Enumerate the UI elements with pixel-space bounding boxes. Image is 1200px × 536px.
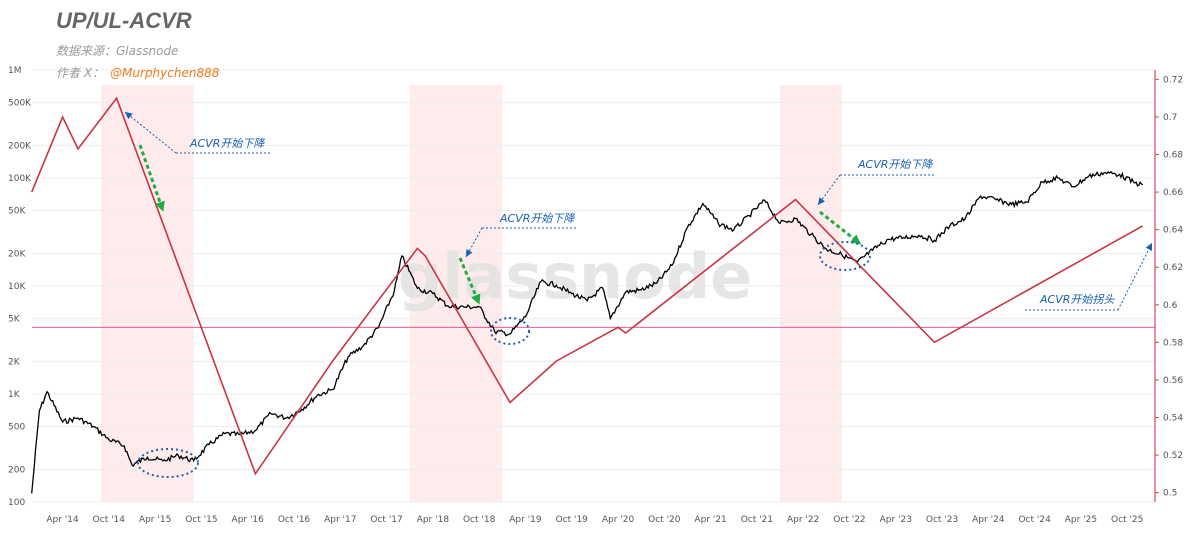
x-tick-label: Oct '15 bbox=[185, 515, 217, 525]
annotation-arrowhead-4 bbox=[1145, 243, 1152, 251]
y-right-tick-label: 0.64 bbox=[1163, 226, 1183, 236]
y-left-tick-label: 20K bbox=[8, 249, 26, 259]
y-left-tick-label: 10K bbox=[8, 282, 26, 292]
annotation-label-3: ACVR开始下降 bbox=[857, 158, 933, 171]
y-left-tick-label: 5K bbox=[8, 315, 21, 325]
x-tick-label: Apr '16 bbox=[232, 515, 265, 525]
annotation-arrow-1 bbox=[124, 111, 177, 154]
shaded-period-1 bbox=[101, 85, 194, 502]
x-tick-label: Oct '14 bbox=[93, 515, 126, 525]
highlight-ellipse-1 bbox=[137, 448, 199, 478]
shaded-periods bbox=[101, 85, 842, 502]
acvr-series-line bbox=[30, 96, 1144, 476]
y-right-tick-label: 0.52 bbox=[1163, 451, 1183, 461]
x-tick-label: Apr '20 bbox=[602, 515, 635, 525]
x-tick-label: Oct '24 bbox=[1018, 515, 1051, 525]
x-tick-label: Apr '25 bbox=[1065, 515, 1097, 525]
x-tick-label: Apr '14 bbox=[46, 515, 79, 525]
watermark: glassnode bbox=[398, 240, 752, 313]
y-left-tick-label: 1K bbox=[8, 390, 21, 400]
y-left-tick-label: 100K bbox=[8, 174, 32, 184]
x-tick-label: Apr '19 bbox=[509, 515, 542, 525]
y-left-tick-label: 2K bbox=[8, 357, 21, 367]
annotation-label-2: ACVR开始下降 bbox=[499, 212, 575, 225]
y-right-tick-label: 0.5 bbox=[1163, 489, 1177, 499]
shaded-period-2 bbox=[409, 85, 503, 502]
data-source-label: 数据来源：Glassnode bbox=[56, 44, 179, 58]
annotation-arrowhead-3 bbox=[818, 197, 825, 205]
x-tick-label: Apr '21 bbox=[694, 515, 726, 525]
y-left-tick-label: 200 bbox=[8, 465, 25, 475]
y-right-tick-label: 0.68 bbox=[1163, 151, 1183, 161]
highlight-ellipse-2 bbox=[490, 317, 530, 345]
y-right-tick-label: 0.54 bbox=[1163, 413, 1183, 423]
x-tick-label: Oct '22 bbox=[833, 515, 865, 525]
y-left-tick-label: 200K bbox=[8, 141, 32, 151]
x-tick-label: Apr '18 bbox=[417, 515, 450, 525]
annotation-label-1: ACVR开始下降 bbox=[189, 137, 265, 150]
green-down-arrow-3 bbox=[819, 210, 859, 244]
y-left-tick-label: 500K bbox=[8, 99, 32, 109]
y-left-tick-label: 50K bbox=[8, 207, 26, 217]
x-tick-label: Oct '16 bbox=[278, 515, 311, 525]
series bbox=[30, 96, 1144, 494]
annotation-arrowhead-1 bbox=[125, 112, 133, 120]
x-tick-label: Oct '20 bbox=[648, 515, 681, 525]
green-arrowhead-2 bbox=[471, 293, 481, 305]
author-prefix: 作者 X： bbox=[56, 66, 105, 80]
annotation-arrow-4 bbox=[1117, 242, 1153, 311]
author-label: 作者 X： @Murphychen888 bbox=[56, 64, 219, 81]
x-tick-label: Oct '19 bbox=[556, 515, 589, 525]
y-left-tick-label: 100 bbox=[8, 498, 25, 508]
y-right-tick-label: 0.6 bbox=[1163, 301, 1178, 311]
y-right-tick-label: 0.62 bbox=[1163, 263, 1183, 273]
x-tick-label: Apr '15 bbox=[139, 515, 171, 525]
chart-title: UP/UL-ACVR bbox=[56, 8, 192, 33]
x-tick-label: Apr '22 bbox=[787, 515, 819, 525]
y-right-tick-label: 0.7 bbox=[1163, 113, 1177, 123]
author-handle: @Murphychen888 bbox=[110, 66, 220, 80]
x-tick-label: Apr '17 bbox=[324, 515, 356, 525]
green-arrowhead-1 bbox=[155, 200, 165, 212]
annotation-arrowhead-2 bbox=[466, 249, 473, 257]
x-tick-label: Oct '17 bbox=[370, 515, 402, 525]
axes: 1M 500K 200K 100K 50K 20K 10K 5K 2K 1K 500 200 100 0.… bbox=[8, 66, 1183, 525]
price-series-line bbox=[31, 170, 1144, 494]
y-right-tick-label: 0.66 bbox=[1163, 188, 1183, 198]
y-right-tick-label: 0.72 bbox=[1163, 75, 1183, 85]
y-right-tick-label: 0.58 bbox=[1163, 338, 1183, 348]
annotations: ACVR开始下降 ACVR开始下降 ACVR开始下降 ACVR开始拐头 bbox=[124, 111, 1153, 478]
highlight-ellipse-3 bbox=[819, 241, 871, 271]
grid bbox=[32, 69, 1155, 503]
x-tick-label: Oct '21 bbox=[741, 515, 773, 525]
y-right-tick-label: 0.56 bbox=[1163, 376, 1183, 386]
x-tick-label: Oct '23 bbox=[926, 515, 958, 525]
x-tick-label: Oct '25 bbox=[1111, 515, 1143, 525]
green-down-arrow-2 bbox=[458, 257, 480, 302]
y-left-tick-label: 500 bbox=[8, 423, 25, 433]
x-tick-label: Apr '24 bbox=[972, 515, 1005, 525]
x-tick-label: Oct '18 bbox=[463, 515, 496, 525]
annotation-arrow-2 bbox=[465, 227, 483, 258]
annotation-label-4: ACVR开始拐头 bbox=[1039, 293, 1115, 306]
y-left-tick-label: 1M bbox=[8, 66, 22, 76]
shaded-period-3 bbox=[780, 85, 842, 502]
x-tick-label: Apr '23 bbox=[880, 515, 912, 525]
